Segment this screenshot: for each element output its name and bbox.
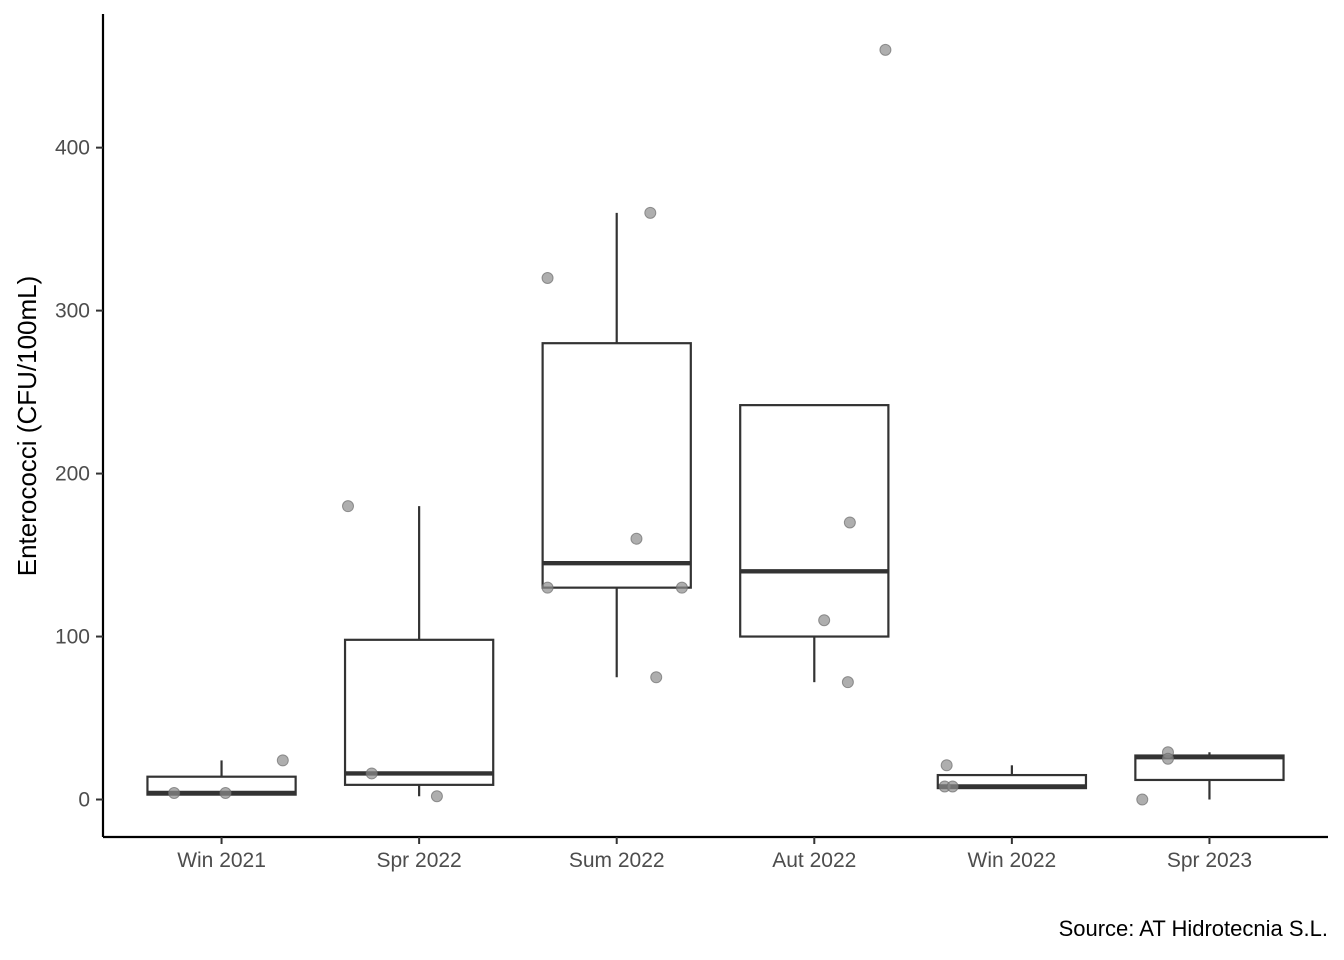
data-point <box>276 754 289 767</box>
source-caption: Source: AT Hidrotecnia S.L. <box>1058 916 1328 941</box>
y-axis-title: Enterococci (CFU/100mL) <box>12 276 42 577</box>
x-tick-label: Sum 2022 <box>569 849 665 872</box>
data-point <box>630 532 643 545</box>
x-tick-label: Spr 2023 <box>1167 849 1252 872</box>
data-point <box>818 614 831 627</box>
x-tick-label: Win 2022 <box>968 849 1057 872</box>
box-body <box>1134 754 1285 782</box>
box-3 <box>541 212 692 678</box>
data-point <box>541 272 554 285</box>
data-point <box>168 786 181 799</box>
x-tick-label: Win 2021 <box>177 849 266 872</box>
data-point <box>940 759 953 772</box>
data-point <box>644 206 657 219</box>
data-point <box>1136 793 1149 806</box>
data-point <box>650 671 663 684</box>
data-point <box>365 767 378 780</box>
y-tick-label: 400 <box>55 137 90 160</box>
box-body <box>739 404 890 638</box>
x-tick-label: Spr 2022 <box>377 849 462 872</box>
data-point <box>675 581 688 594</box>
data-point <box>879 43 892 56</box>
box-4 <box>739 404 890 683</box>
box-6 <box>1134 752 1285 800</box>
points-layer <box>168 43 1174 806</box>
y-tick-label: 0 <box>78 789 90 812</box>
box-2 <box>343 506 495 797</box>
axes-layer: 0 100 200 300 400 Win 2021 Spr 2022 Sum 2022 Aut… <box>55 14 1328 872</box>
data-point <box>843 516 856 529</box>
box-body <box>541 342 692 589</box>
data-point <box>1161 752 1174 765</box>
y-tick-label: 100 <box>55 626 90 649</box>
data-point <box>342 500 354 513</box>
data-point <box>541 581 554 594</box>
boxes-layer <box>146 212 1285 800</box>
data-point <box>841 676 854 689</box>
data-point <box>430 790 443 803</box>
box-5 <box>936 765 1088 790</box>
y-tick-label: 200 <box>55 463 90 486</box>
box-body <box>343 638 495 786</box>
x-tick-label: Aut 2022 <box>772 849 856 872</box>
y-tick-label: 300 <box>55 300 90 323</box>
data-point <box>946 780 959 793</box>
data-point <box>219 786 232 799</box>
